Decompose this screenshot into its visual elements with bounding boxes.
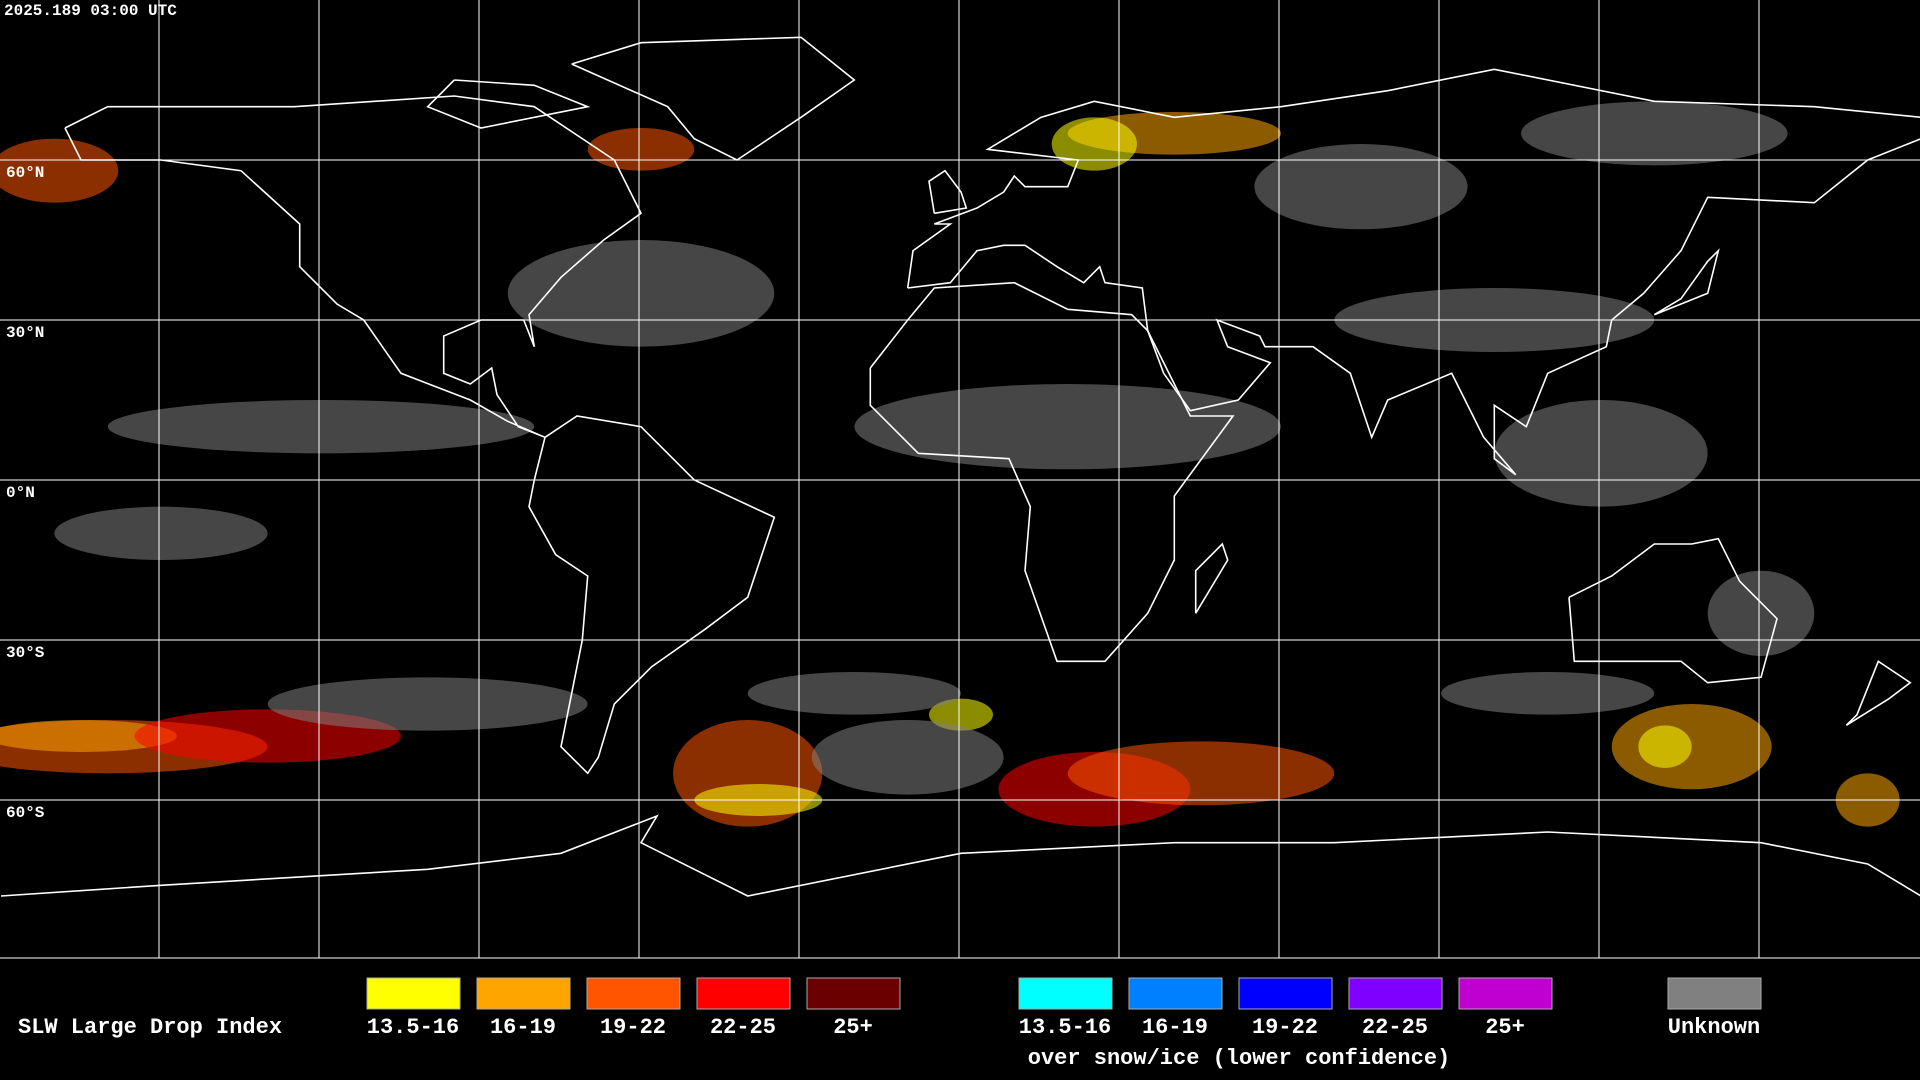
legend: 13.5-16 16-19 19-22 22-25 25+ 13.5-16 16-19 19-…	[366, 977, 1762, 1040]
legend-label: 13.5-16	[1019, 1015, 1111, 1040]
coastline	[1845, 660, 1912, 726]
coastline	[426, 79, 591, 129]
legend-swatch	[1458, 977, 1553, 1010]
latitude-labels: 60°N 30°N 0°N 30°S 60°S	[6, 164, 45, 822]
cloud-patch	[1707, 570, 1815, 656]
cloud-patch	[1521, 101, 1788, 166]
cloud-patch	[0, 138, 119, 203]
timestamp: 2025.189 03:00 UTC	[4, 2, 177, 20]
legend-swatch	[1238, 977, 1333, 1010]
latitude-label: 30°S	[6, 644, 45, 662]
cloud-patch	[1051, 117, 1137, 171]
legend-swatch	[1018, 977, 1113, 1010]
legend-label: 22-25	[1362, 1015, 1428, 1040]
cloud-patch	[54, 506, 268, 560]
cloud-layer	[0, 101, 1900, 827]
legend-swatch	[1667, 977, 1762, 1010]
legend-swatch	[1348, 977, 1443, 1010]
coastline	[1653, 248, 1720, 316]
coastlines	[0, 36, 1920, 897]
coastline	[571, 36, 856, 161]
cloud-patch	[1441, 672, 1655, 715]
coastline	[928, 169, 968, 215]
coastline	[906, 68, 1920, 289]
cloud-patch	[1611, 704, 1772, 790]
legend-label: 25+	[1485, 1015, 1525, 1040]
graticule	[0, 0, 1920, 958]
latitude-label: 30°N	[6, 324, 44, 342]
latitude-label: 60°N	[6, 164, 44, 182]
legend-label: 19-22	[1252, 1015, 1318, 1040]
cloud-patch	[854, 384, 1281, 470]
snow-note: over snow/ice (lower confidence)	[1028, 1046, 1450, 1071]
legend-swatch	[696, 977, 791, 1010]
cloud-patch	[1494, 400, 1708, 507]
legend-label: 25+	[833, 1015, 873, 1040]
legend-label: 16-19	[490, 1015, 556, 1040]
cloud-patch	[929, 698, 993, 731]
cloud-patch	[587, 128, 695, 171]
cloud-patch	[811, 720, 1004, 795]
legend-title: SLW Large Drop Index	[18, 1015, 282, 1040]
coastline	[0, 814, 1920, 897]
coastline	[1194, 542, 1229, 614]
legend-label: Unknown	[1668, 1015, 1760, 1040]
latitude-label: 0°N	[6, 484, 35, 502]
cloud-patch	[1067, 741, 1335, 806]
legend-label: 19-22	[600, 1015, 666, 1040]
legend-label: 22-25	[710, 1015, 776, 1040]
cloud-patch	[1638, 725, 1692, 768]
legend-label: 16-19	[1142, 1015, 1208, 1040]
legend-label: 13.5-16	[367, 1015, 459, 1040]
coastline	[907, 138, 1920, 476]
cloud-patch	[107, 400, 535, 454]
latitude-label: 60°S	[6, 804, 45, 822]
legend-swatch	[1128, 977, 1223, 1010]
coastline	[64, 95, 643, 439]
legend-swatch	[586, 977, 681, 1010]
cloud-patch	[267, 677, 588, 731]
legend-swatch	[476, 977, 571, 1010]
legend-swatch	[366, 977, 461, 1010]
cloud-patch	[1254, 144, 1468, 230]
cloud-patch	[747, 672, 961, 715]
cloud-patch	[0, 720, 177, 752]
coastline	[869, 281, 1235, 663]
coastline	[1568, 537, 1778, 684]
legend-swatch	[806, 977, 901, 1010]
